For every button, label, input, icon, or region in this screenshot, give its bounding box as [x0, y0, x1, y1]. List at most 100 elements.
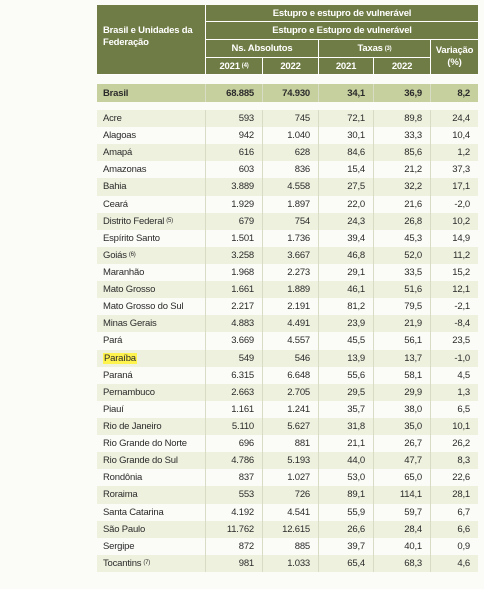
row-value: 3.258	[205, 246, 262, 264]
row-value: 14,9	[430, 229, 478, 247]
total-name-text: Brasil	[103, 87, 129, 99]
row-value-text: 5.110	[231, 421, 254, 433]
row-name: Ceará	[97, 196, 205, 213]
row-value: 1.889	[262, 281, 318, 299]
row-value: 1.897	[262, 195, 318, 213]
row-value: 2.217	[205, 298, 262, 316]
row-value-text: 3.669	[231, 335, 254, 347]
row-value-text: 754	[294, 215, 310, 227]
row-value-text: 1.501	[231, 232, 254, 244]
row-value: -1,0	[430, 349, 478, 367]
row-value-text: 38,0	[404, 403, 422, 415]
row-name: Rio de Janeiro	[97, 418, 205, 436]
row-name-text: Paraíba	[103, 352, 137, 364]
row-value-text: 10,1	[452, 421, 470, 433]
row-value: 28,4	[373, 520, 430, 538]
row-value: 1.033	[262, 554, 318, 572]
row-value-text: 2.705	[287, 386, 310, 398]
row-value-text: 1.968	[231, 267, 254, 279]
row-value-text: 1.027	[287, 472, 310, 484]
row-value: 65,0	[373, 469, 430, 487]
row-value-text: 39,7	[347, 540, 365, 552]
footnote-ref: (6)	[128, 252, 136, 259]
row-value-text: 1.736	[287, 232, 310, 244]
row-name-text: Alagoas	[103, 130, 136, 142]
row-value-text: 65,0	[404, 472, 422, 484]
row-value-text: 2.273	[287, 267, 310, 279]
row-value-text: 65,4	[347, 557, 365, 569]
row-value-text: 11,2	[453, 249, 470, 261]
row-value: 6.315	[205, 366, 262, 384]
row-value-text: 23,9	[347, 318, 365, 330]
row-value: 23,9	[318, 315, 373, 333]
row-value: 26,6	[318, 520, 373, 538]
row-value: 6,7	[430, 503, 478, 521]
row-value: 1.501	[205, 229, 262, 247]
row-value: 39,7	[318, 537, 373, 555]
header-label-text: Brasil e Unidades da Federação	[103, 25, 193, 48]
row-value: 45,5	[318, 332, 373, 350]
row-value-text: 745	[294, 113, 310, 125]
row-value-text: 11.762	[226, 523, 254, 535]
row-value: 11.762	[205, 520, 262, 538]
row-value-text: 553	[238, 489, 254, 501]
row-value: 85,6	[373, 144, 430, 162]
abs-header: Ns. Absolutos	[205, 40, 318, 58]
row-value: 26,7	[373, 435, 430, 453]
row-value: 10,1	[430, 418, 478, 436]
row-value-text: 59,7	[404, 506, 422, 518]
row-value: 81,2	[318, 298, 373, 316]
row-value-text: 81,2	[347, 301, 365, 313]
row-name: Rio Grande do Sul	[97, 452, 205, 470]
row-value-text: 44,0	[347, 455, 365, 467]
row-name: Piauí	[97, 401, 205, 418]
row-name: Mato Grosso do Sul	[97, 298, 205, 315]
row-value-text: 2.217	[231, 301, 254, 313]
row-value: 23,5	[430, 332, 478, 350]
row-value-text: 45,3	[404, 232, 422, 244]
row-value: 6,6	[430, 520, 478, 538]
row-value-text: 10,2	[452, 215, 470, 227]
row-value: 46,8	[318, 246, 373, 264]
year-header-text: 2022	[391, 60, 413, 72]
row-value: 56,1	[373, 332, 430, 350]
row-value: 3.889	[205, 178, 262, 196]
row-name-text: Piauí	[103, 403, 124, 415]
row-value-text: 3.258	[231, 249, 254, 261]
row-name: Rio Grande do Norte	[97, 435, 205, 452]
row-name-text: Sergipe	[103, 540, 135, 552]
row-value-text: 1.929	[231, 198, 254, 210]
row-value: 1.161	[205, 400, 262, 418]
total-value: 68.885	[205, 84, 262, 102]
row-value-text: 31,8	[347, 421, 365, 433]
row-value: 745	[262, 110, 318, 128]
row-value: -8,4	[430, 315, 478, 333]
row-value: 4.192	[205, 503, 262, 521]
row-value: 981	[205, 554, 262, 572]
row-value: 553	[205, 486, 262, 504]
row-name-text: Ceará	[103, 198, 128, 210]
row-value-text: 12,1	[452, 284, 470, 296]
row-name: Distrito Federal (5)	[97, 212, 205, 230]
row-value-text: 26,8	[404, 215, 422, 227]
row-value-text: 13,7	[404, 352, 422, 364]
row-value-text: 6,6	[457, 523, 470, 535]
row-value: 4,5	[430, 366, 478, 384]
row-value: 4.558	[262, 178, 318, 196]
row-value-text: 1.661	[231, 284, 254, 296]
row-value-text: 27,5	[347, 181, 365, 193]
row-name-text: Mato Grosso do Sul	[103, 301, 184, 313]
total-value: 34,1	[318, 84, 373, 102]
total-value: 8,2	[430, 84, 478, 102]
row-value: 58,1	[373, 366, 430, 384]
row-value: 32,2	[373, 178, 430, 196]
row-value: 603	[205, 161, 262, 179]
row-name-text: Goiás	[103, 249, 127, 261]
row-value-text: 47,7	[404, 455, 422, 467]
row-value-text: 837	[238, 472, 254, 484]
row-value-text: 46,8	[347, 249, 365, 261]
row-value: 1.040	[262, 127, 318, 145]
row-value: 1.241	[262, 400, 318, 418]
row-value-text: 26,2	[452, 438, 470, 450]
total-value-text: 34,1	[347, 87, 365, 99]
